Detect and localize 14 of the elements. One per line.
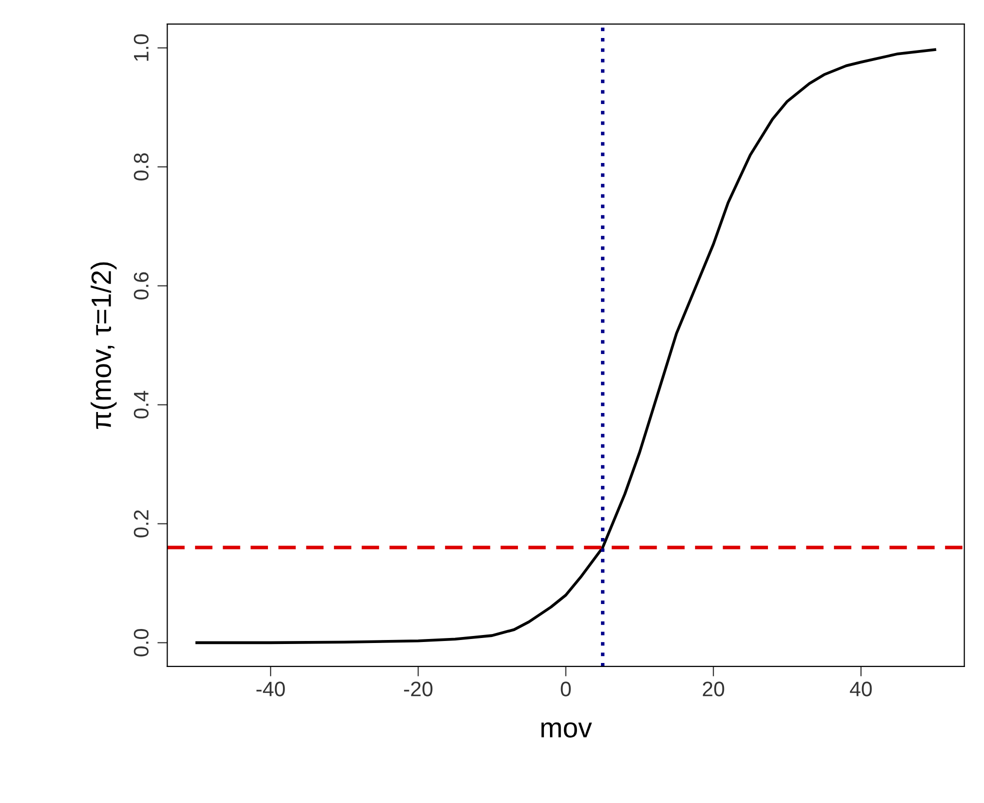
y-tick-label: 0.0 [134,629,149,656]
x-tick-label: 0 [560,682,571,696]
x-tick-label: -20 [404,682,432,696]
line-series [195,48,936,644]
y-tick-label: 1.0 [134,34,149,61]
y-tick-label: 0.2 [134,510,149,538]
x-tick-label: 40 [850,682,872,696]
y-tick-label: 0.8 [134,153,149,181]
x-tick-label: 20 [702,682,724,696]
y-tick-label: 0.6 [134,272,149,300]
y-tick-label: 0.4 [134,390,149,418]
y-axis-title: π(mov, τ=1/2) [90,262,117,429]
x-tick-label: -40 [256,682,285,696]
x-axis-title: mov [541,722,592,738]
